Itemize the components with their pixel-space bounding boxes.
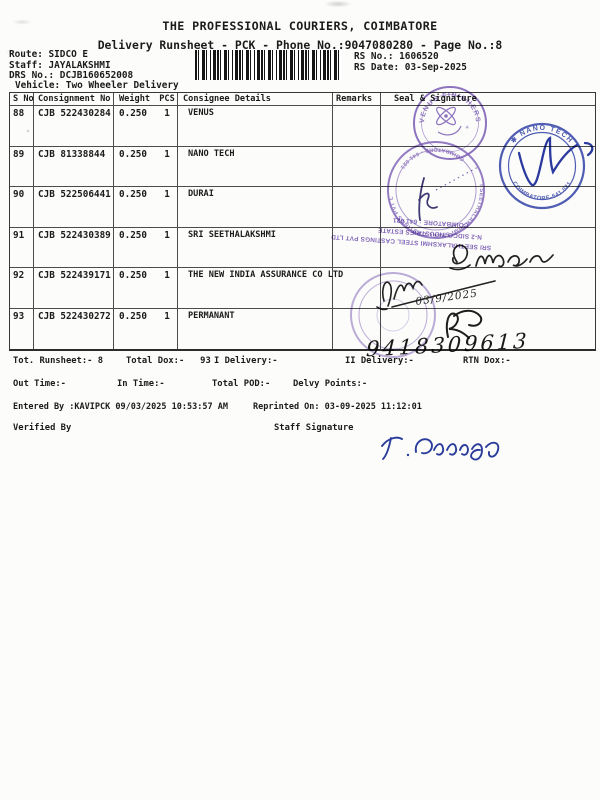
row-consignment: CJB 81338844 [34,146,114,187]
row-weight: 0.250 [119,148,147,160]
rs-no-field: RS No.: 1606520 [354,51,439,62]
row-pcs: 1 [164,108,170,119]
row-weight-pcs: 0.250 1 [114,146,178,187]
row-pcs: 1 [164,229,170,241]
vehicle-field: Vehicle: Two Wheeler Delivery [15,80,179,91]
col-header-weight: Weight [119,94,151,104]
row-remarks [333,227,381,268]
document-title: THE PROFESSIONAL COURIERS, COIMBATORE [162,19,438,33]
row-weight-pcs: 0.250 1 [114,268,178,309]
staff-field: Staff: JAYALAKSHMI [9,60,111,71]
delvy-points: Delvy Points:- [293,379,368,389]
row-seal-cell [381,106,595,147]
row-pcs: 1 [164,148,170,160]
row-pcs: 1 [164,310,170,322]
row-consignee: PERMANANT [178,308,333,349]
row-consignee: THE NEW INDIA ASSURANCE CO LTD [178,268,343,309]
col-header-weight-pcs: Weight PCS [114,93,178,106]
rtn-dox: RTN Dox:- [463,356,511,366]
row-consignee: VENUS [178,106,333,147]
row-sno: 88 [10,106,34,147]
staff-signature-label: Staff Signature [274,423,354,433]
row-consignee: SRI SEETHALAKSHMI [178,227,333,268]
row-weight: 0.250 [119,310,147,322]
ii-delivery: II Delivery:- [345,356,414,366]
row-pcs: 1 [164,189,170,200]
row-remarks [333,268,381,309]
total-dox: Total Dox:- 93 [126,356,211,366]
drs-no-field: DRS No.: DCJB160652008 [9,70,134,81]
total-pod: Total POD:- [212,379,271,389]
col-header-consignment: Consignment No [34,93,114,106]
in-time: In Time:- [117,379,165,389]
row-consignment: CJB 522430284 [34,106,114,147]
row-weight: 0.250 [119,108,147,119]
out-time: Out Time:- [13,379,66,389]
row-remarks [333,146,381,187]
row-weight: 0.250 [119,270,147,281]
col-header-pcs: PCS [159,94,175,104]
row-seal-cell [381,187,595,228]
col-header-seal: Seal & Signature [381,93,595,106]
row-consignee: NANO TECH [178,146,333,187]
row-sno: 89 [10,146,34,187]
row-consignment: CJB 522506441 [34,187,114,228]
row-remarks [333,187,381,228]
consignment-table: S No Consignment No Weight PCS Consignee … [9,92,596,351]
reprinted-on: Reprinted On: 03-09-2025 11:12:01 [253,402,422,412]
route-field: Route: SIDCO E [9,49,89,60]
row-seal-cell [381,147,595,187]
col-header-remarks: Remarks [333,93,381,106]
row-sno: 93 [10,308,34,349]
i-delivery: I Delivery:- [214,356,278,366]
col-header-s-no: S No [10,93,34,106]
row-seal-cell [381,268,595,309]
row-seal-cell [381,228,595,268]
verified-by-label: Verified By [13,423,72,433]
col-header-consignee: Consignee Details [178,93,333,106]
row-weight-pcs: 0.250 1 [114,227,178,268]
row-remarks [333,106,381,147]
row-consignee: DURAI [178,187,333,228]
document-subtitle: Delivery Runsheet - PCK - Phone No.:9047… [97,38,503,52]
rs-date-field: RS Date: 03-Sep-2025 [354,62,467,73]
total-runsheet: Tot. Runsheet:- 8 [13,356,104,366]
runsheet-barcode [195,50,342,80]
row-sno: 90 [10,187,34,228]
row-weight-pcs: 0.250 1 [114,106,178,147]
row-weight: 0.250 [119,189,147,200]
row-consignment: CJB 522430389 [34,227,114,268]
row-pcs: 1 [164,270,170,281]
row-consignment: CJB 522430272 [34,308,114,349]
row-weight: 0.250 [119,229,147,241]
row-sno: 92 [10,268,34,309]
row-consignment: CJB 522439171 [34,268,114,309]
row-weight-pcs: 0.250 1 [114,308,178,349]
row-weight-pcs: 0.250 1 [114,187,178,228]
row-sno: 91 [10,227,34,268]
staff-signature-ink [381,436,500,461]
entered-by: Entered By :KAVIPCK 09/03/2025 10:53:57 … [13,402,228,412]
